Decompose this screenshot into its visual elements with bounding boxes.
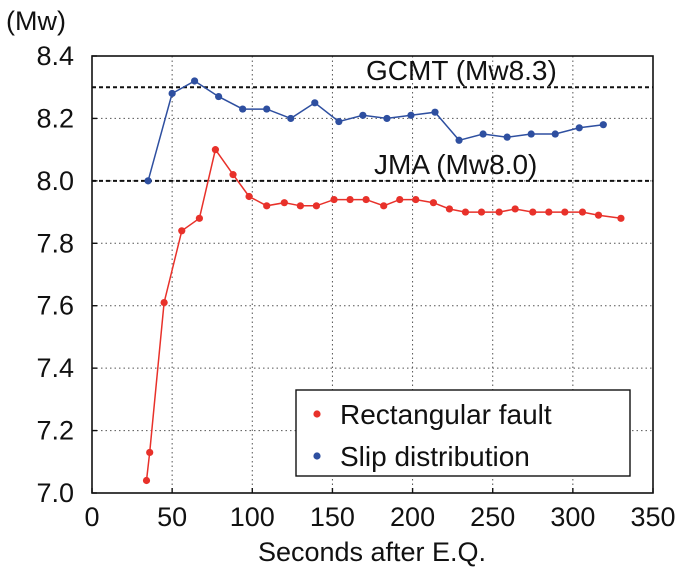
- data-point-rectangular-fault: [312, 202, 320, 210]
- legend-box: [295, 389, 631, 477]
- y-tick-label: 8.2: [36, 103, 74, 133]
- data-point-rectangular-fault: [396, 195, 404, 204]
- legend-label-slip-distribution: Slip distribution: [340, 441, 530, 472]
- data-point-rectangular-fault: [545, 208, 553, 216]
- x-tick-label: 350: [630, 502, 675, 532]
- series-layer: [142, 77, 625, 485]
- x-axis-label: Seconds after E.Q.: [258, 537, 486, 567]
- data-point-slip-distribution: [168, 89, 176, 98]
- data-point-slip-distribution: [599, 121, 607, 129]
- data-point-rectangular-fault: [263, 202, 271, 210]
- data-point-rectangular-fault: [461, 208, 470, 216]
- data-point-slip-distribution: [359, 111, 367, 119]
- reference-line-label: JMA (Mw8.0): [374, 149, 537, 180]
- data-point-slip-distribution: [407, 111, 415, 119]
- y-tick-label: 7.8: [36, 228, 74, 258]
- data-point-rectangular-fault: [511, 205, 519, 213]
- data-point-rectangular-fault: [362, 195, 370, 204]
- x-tick-label: 100: [230, 502, 275, 532]
- data-point-slip-distribution: [335, 117, 343, 126]
- data-point-slip-distribution: [479, 130, 487, 138]
- x-tick-label: 150: [310, 502, 355, 532]
- reference-line-label: GCMT (Mw8.3): [366, 55, 557, 86]
- data-point-slip-distribution: [215, 92, 223, 101]
- y-tick-label: 7.2: [36, 416, 74, 446]
- data-point-rectangular-fault: [529, 208, 537, 216]
- data-point-rectangular-fault: [195, 214, 203, 222]
- series-line-slip-distribution: [147, 80, 604, 182]
- data-point-rectangular-fault: [561, 208, 569, 216]
- data-point-rectangular-fault: [146, 448, 154, 457]
- data-point-slip-distribution: [287, 114, 295, 123]
- data-point-rectangular-fault: [578, 208, 587, 216]
- legend: Rectangular fault Slip distribution: [295, 389, 631, 477]
- legend-marker-rectangular-fault: [313, 410, 321, 418]
- data-point-slip-distribution: [190, 77, 199, 85]
- data-point-rectangular-fault: [594, 211, 603, 219]
- y-tick-label: 8.4: [36, 41, 74, 71]
- y-tick-label: 7.4: [36, 353, 74, 383]
- x-tick-label: 50: [157, 502, 187, 532]
- data-point-rectangular-fault: [445, 205, 454, 213]
- data-point-slip-distribution: [455, 136, 463, 144]
- y-tick-label: 7.6: [36, 291, 74, 321]
- data-point-slip-distribution: [431, 108, 439, 116]
- data-point-rectangular-fault: [346, 195, 354, 204]
- plot-frame: [91, 55, 654, 494]
- x-tick-label: 0: [84, 502, 99, 532]
- x-tick-label: 300: [550, 502, 595, 532]
- x-axis-ticks: 0 50 100 150 200 250 300 350: [84, 488, 676, 532]
- y-axis-ticks: 7.0 7.2 7.4 7.6 7.8 8.0 8.2 8.4: [36, 41, 97, 508]
- data-point-rectangular-fault: [142, 476, 151, 485]
- data-point-slip-distribution: [239, 105, 247, 113]
- data-point-rectangular-fault: [280, 199, 288, 207]
- data-point-slip-distribution: [551, 130, 559, 138]
- data-point-slip-distribution: [263, 105, 271, 113]
- data-point-slip-distribution: [575, 124, 583, 132]
- data-point-rectangular-fault: [296, 202, 304, 210]
- data-point-slip-distribution: [527, 130, 535, 138]
- data-point-rectangular-fault: [617, 214, 625, 222]
- data-point-rectangular-fault: [178, 227, 186, 235]
- data-point-rectangular-fault: [229, 171, 237, 179]
- data-point-rectangular-fault: [160, 298, 168, 307]
- data-point-rectangular-fault: [211, 146, 220, 154]
- data-point-rectangular-fault: [429, 199, 438, 207]
- x-tick-label: 200: [390, 502, 435, 532]
- data-point-slip-distribution: [144, 177, 152, 185]
- data-point-rectangular-fault: [245, 192, 253, 201]
- data-point-slip-distribution: [311, 99, 319, 107]
- data-point-slip-distribution: [383, 114, 391, 123]
- x-tick-label: 250: [470, 502, 515, 532]
- legend-label-rectangular-fault: Rectangular fault: [340, 399, 552, 430]
- y-axis-label: (Mw): [6, 6, 66, 36]
- data-point-rectangular-fault: [330, 195, 338, 204]
- y-tick-label: 8.0: [36, 166, 74, 196]
- data-point-rectangular-fault: [412, 195, 420, 204]
- reference-lines: GCMT (Mw8.3) JMA (Mw8.0): [92, 55, 653, 182]
- data-point-slip-distribution: [503, 133, 511, 141]
- data-point-rectangular-fault: [495, 208, 503, 216]
- y-tick-label: 7.0: [36, 478, 74, 508]
- data-point-rectangular-fault: [380, 202, 388, 210]
- legend-marker-slip-distribution: [313, 452, 321, 460]
- data-point-rectangular-fault: [477, 208, 486, 216]
